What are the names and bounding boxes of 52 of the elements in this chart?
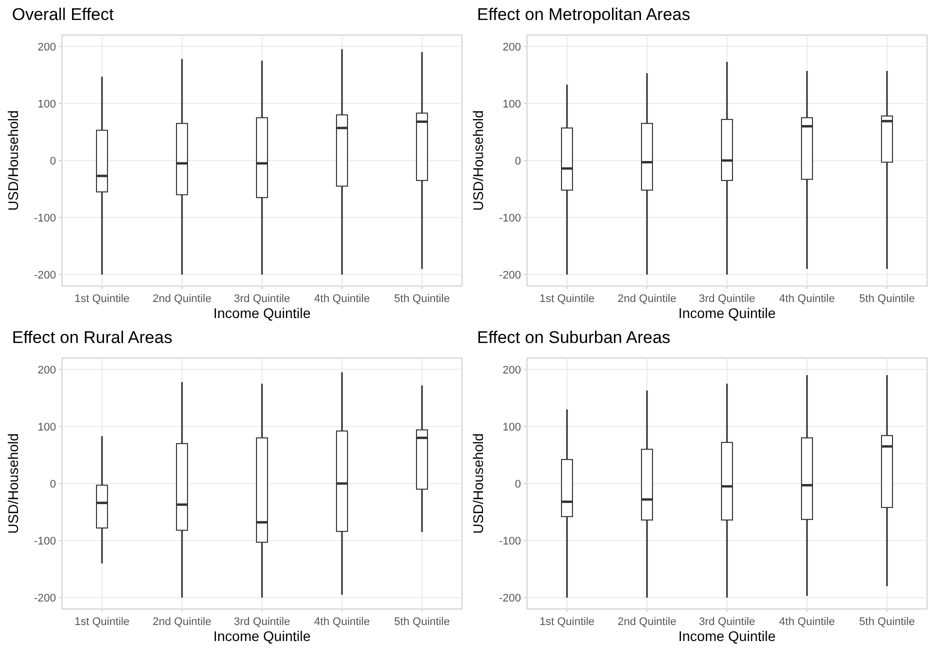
x-tick-label: 1st Quintile: [74, 616, 130, 628]
x-tick-label: 1st Quintile: [539, 293, 595, 305]
y-tick-label: 200: [502, 364, 521, 376]
x-tick-label: 3rd Quintile: [234, 293, 290, 305]
x-tick-label: 2nd Quintile: [152, 293, 212, 305]
x-tick-label: 4th Quintile: [779, 293, 835, 305]
y-tick-label: 200: [502, 41, 521, 54]
y-tick-label: -200: [498, 592, 521, 604]
x-tick-label: 5th Quintile: [394, 293, 450, 305]
y-tick-label: -100: [498, 212, 521, 224]
x-tick-label: 3rd Quintile: [234, 616, 290, 628]
x-axis-title: Income Quintile: [213, 305, 311, 321]
y-tick-label: -100: [34, 535, 56, 548]
x-tick-label: 4th Quintile: [779, 616, 835, 628]
y-axis-title: USD/Household: [5, 110, 21, 211]
y-tick-label: 0: [50, 155, 56, 168]
y-tick-label: 0: [514, 478, 521, 490]
chart-title: Effect on Suburban Areas: [477, 328, 670, 347]
y-tick-label: -100: [34, 212, 56, 224]
y-axis-title: USD/Household: [5, 433, 21, 534]
x-tick-label: 2nd Quintile: [618, 293, 676, 305]
y-tick-label: 100: [38, 421, 56, 434]
x-tick-label: 2nd Quintile: [152, 616, 212, 628]
y-tick-label: 200: [38, 364, 56, 376]
y-tick-label: 100: [502, 421, 521, 434]
x-tick-label: 1st Quintile: [74, 293, 130, 305]
chart-title: Effect on Metropolitan Areas: [477, 5, 690, 24]
y-tick-label: 0: [514, 155, 521, 168]
y-tick-label: 100: [502, 98, 521, 110]
x-tick-label: 3rd Quintile: [698, 293, 756, 305]
x-tick-label: 4th Quintile: [314, 293, 370, 305]
chart-title: Overall Effect: [12, 5, 114, 24]
x-axis-title: Income Quintile: [213, 628, 311, 644]
x-tick-label: 5th Quintile: [859, 293, 915, 305]
x-axis-title: Income Quintile: [678, 628, 776, 644]
y-axis-title: USD/Household: [470, 433, 486, 534]
x-tick-label: 5th Quintile: [859, 616, 915, 628]
y-tick-label: 200: [38, 41, 56, 54]
y-axis-title: USD/Household: [470, 110, 486, 211]
y-tick-label: 100: [38, 98, 56, 110]
x-tick-label: 1st Quintile: [539, 616, 595, 628]
y-tick-label: -200: [34, 269, 56, 282]
x-tick-label: 3rd Quintile: [698, 616, 756, 628]
y-tick-label: 0: [50, 478, 56, 490]
chart-title: Effect on Rural Areas: [12, 328, 172, 347]
x-tick-label: 5th Quintile: [394, 616, 450, 628]
y-tick-label: -100: [498, 535, 521, 548]
y-tick-label: -200: [498, 269, 521, 282]
x-axis-title: Income Quintile: [678, 305, 776, 321]
y-tick-label: -200: [34, 592, 56, 604]
x-tick-label: 2nd Quintile: [618, 616, 676, 628]
x-tick-label: 4th Quintile: [314, 616, 370, 628]
